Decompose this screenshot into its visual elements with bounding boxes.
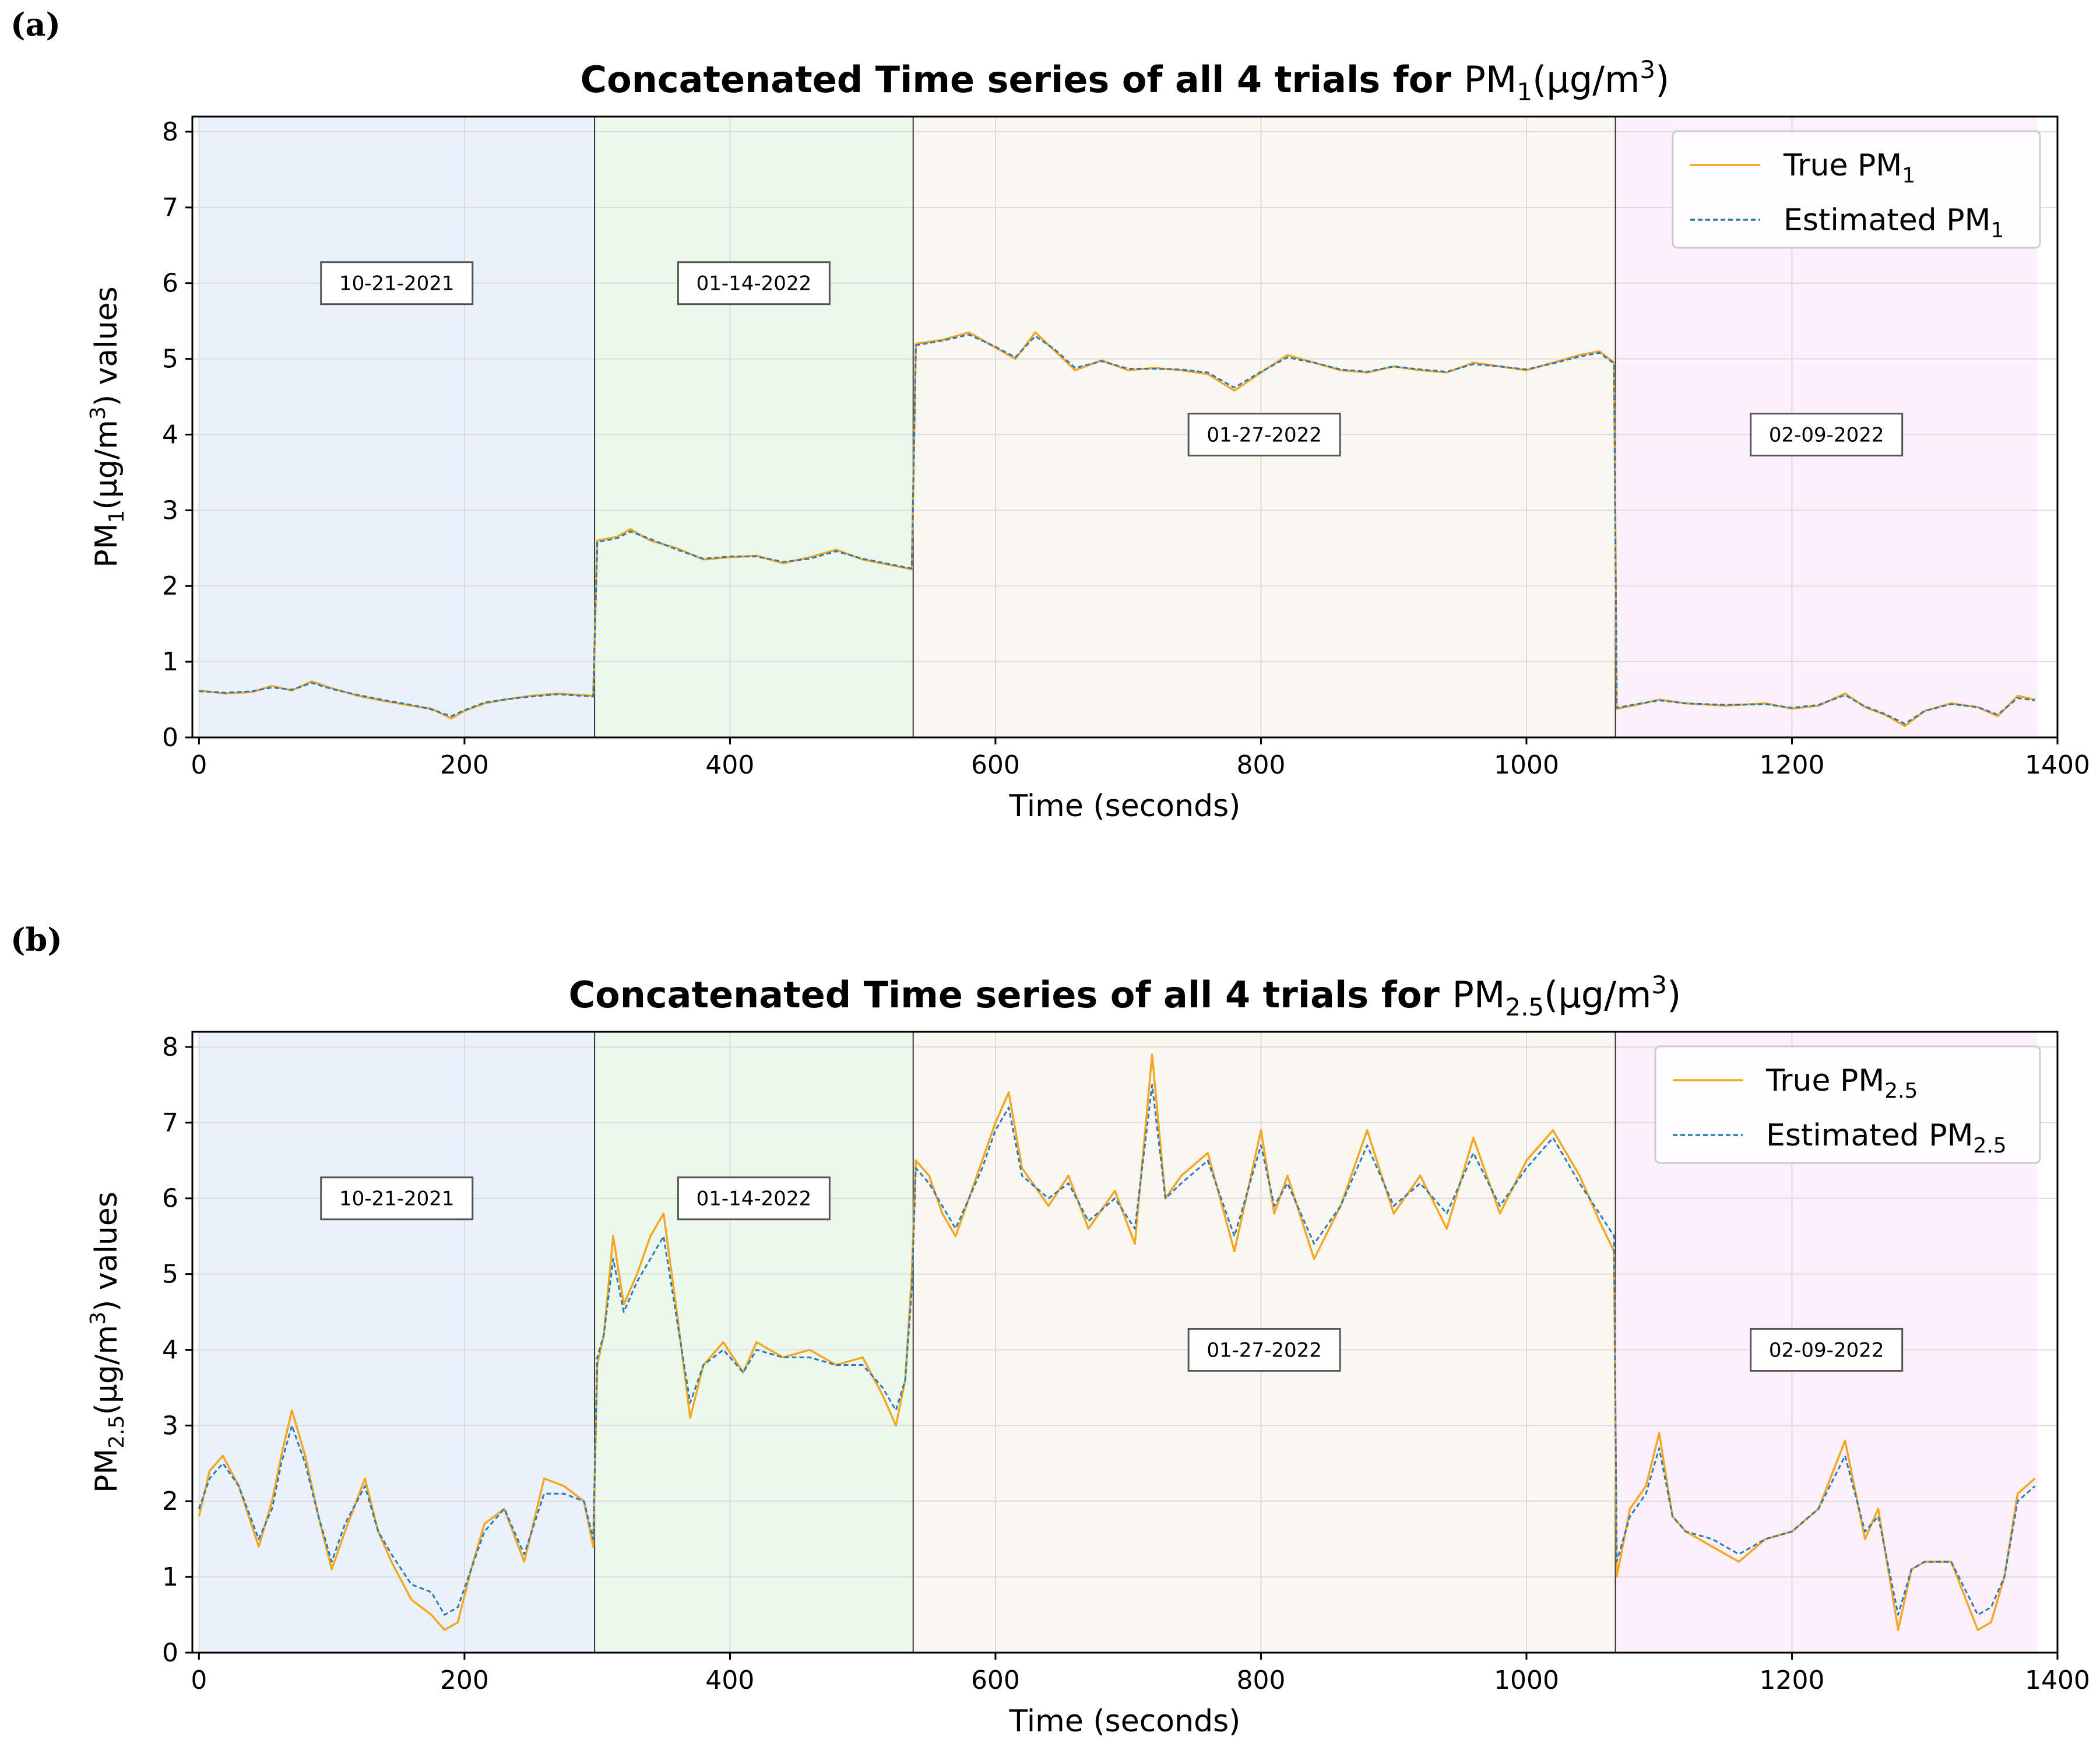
x-tick-label: 200	[440, 750, 489, 780]
trial-date-box	[320, 261, 474, 305]
legend-label-estimated: Estimated PM1	[1784, 203, 2004, 243]
y-tick-label: 4	[162, 1335, 178, 1365]
y-tick-label: 5	[162, 1260, 178, 1289]
y-tick-label: 4	[162, 420, 178, 449]
trial-date-label: 01-14-2022	[697, 1187, 812, 1211]
trial-date-box	[1750, 412, 1904, 456]
y-axis-label: PM1(μg/m3) values	[86, 286, 129, 568]
x-tick-label: 0	[191, 750, 207, 780]
x-tick-label: 0	[191, 1665, 207, 1695]
y-axis-label: PM2.5(μg/m3) values	[86, 1192, 129, 1493]
x-tick-label: 1400	[2025, 750, 2090, 780]
trial-date-box	[320, 1176, 474, 1221]
x-tick-label: 400	[705, 1665, 754, 1695]
panel-label-a: (a)	[10, 6, 61, 43]
series-line-estimated	[199, 333, 2035, 725]
trial-date-label: 01-27-2022	[1206, 1338, 1322, 1362]
x-tick-label: 1000	[1494, 1665, 1559, 1695]
y-tick-label: 0	[162, 723, 178, 753]
x-tick-label: 400	[705, 750, 754, 780]
trial-band-10-21-2021	[199, 1032, 595, 1653]
x-tick-label: 1200	[1759, 750, 1824, 780]
series-line-true	[199, 331, 2035, 728]
legend-label-true: True PM2.5	[1765, 1063, 1918, 1103]
x-axis-label: Time (seconds)	[1009, 789, 1241, 824]
y-tick-label: 5	[162, 345, 178, 374]
chart-title: Concatenated Time series of all 4 trials…	[581, 55, 1670, 106]
x-tick-label: 1400	[2025, 1665, 2090, 1695]
trial-band-01-14-2022	[595, 117, 913, 737]
x-tick-label: 1000	[1494, 750, 1559, 780]
legend-box	[1672, 130, 2041, 249]
trial-date-label: 10-21-2021	[339, 1187, 455, 1211]
plot-frame	[191, 115, 2059, 739]
legend-label-estimated: Estimated PM2.5	[1766, 1118, 2007, 1158]
plot-frame	[191, 1031, 2059, 1654]
x-axis-label: Time (seconds)	[1009, 1704, 1241, 1739]
y-tick-label: 2	[162, 1487, 178, 1516]
y-tick-label: 1	[162, 1562, 178, 1592]
trial-band-10-21-2021	[199, 117, 595, 737]
x-tick-label: 600	[971, 750, 1020, 780]
x-tick-label: 600	[971, 1665, 1020, 1695]
x-tick-label: 200	[440, 1665, 489, 1695]
legend-box	[1654, 1045, 2041, 1164]
trial-date-label: 02-09-2022	[1769, 1338, 1884, 1362]
y-tick-label: 6	[162, 1184, 178, 1214]
chart-pm1: 10-21-2021 01-14-2022 01-27-2022 02-09-2022…	[86, 55, 2090, 824]
trial-band-01-14-2022	[595, 1032, 913, 1653]
trial-date-box	[1187, 412, 1341, 456]
trial-date-box	[1750, 1327, 1904, 1372]
y-tick-label: 0	[162, 1638, 178, 1668]
y-tick-label: 6	[162, 269, 178, 298]
trial-date-box	[677, 261, 831, 305]
y-tick-label: 8	[162, 1032, 178, 1062]
trial-date-label: 10-21-2021	[339, 272, 455, 296]
y-tick-label: 2	[162, 571, 178, 601]
chart-title: Concatenated Time series of all 4 trials…	[569, 971, 1682, 1021]
trial-date-label: 01-14-2022	[697, 272, 812, 296]
panel-label-b: (b)	[10, 921, 62, 958]
x-tick-label: 1200	[1759, 1665, 1824, 1695]
trial-date-label: 01-27-2022	[1206, 423, 1322, 447]
trial-date-label: 02-09-2022	[1769, 423, 1884, 447]
x-tick-label: 800	[1236, 1665, 1285, 1695]
trial-date-box	[677, 1176, 831, 1221]
y-tick-label: 1	[162, 647, 178, 677]
y-tick-label: 3	[162, 1411, 178, 1440]
y-tick-label: 7	[162, 1108, 178, 1138]
series-line-estimated	[198, 1084, 2036, 1616]
chart-pm25: 10-21-2021 01-14-2022 01-27-2022 02-09-2022…	[86, 971, 2090, 1739]
x-tick-label: 800	[1236, 750, 1285, 780]
legend-label-true: True PM1	[1783, 148, 1915, 188]
y-tick-label: 7	[162, 193, 178, 223]
y-tick-label: 3	[162, 496, 178, 525]
y-tick-label: 8	[162, 117, 178, 147]
trial-date-box	[1187, 1327, 1341, 1372]
